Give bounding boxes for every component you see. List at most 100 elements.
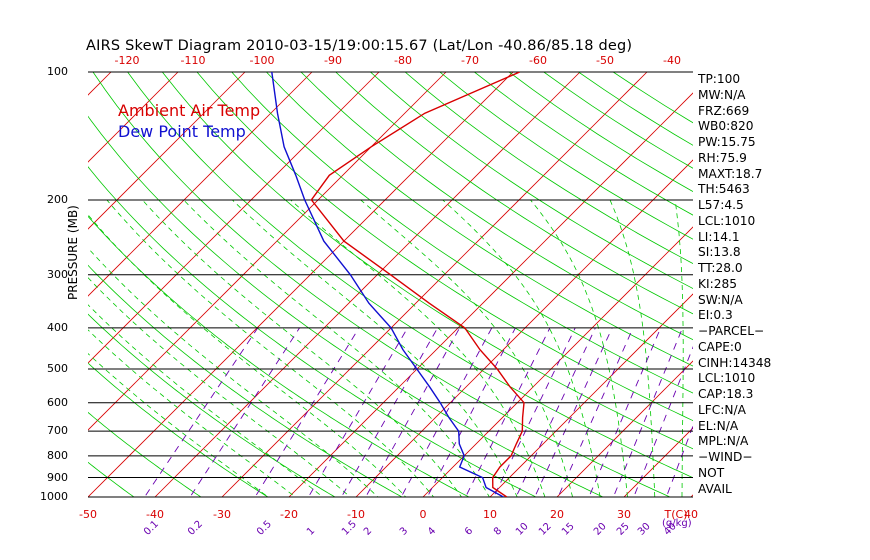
temp-unit-label: T(C) xyxy=(664,508,688,521)
bottom-temp-tick-label: 30 xyxy=(617,508,631,521)
stat-item: SW:N/A xyxy=(698,292,743,307)
pressure-tick-label: 600 xyxy=(47,395,68,409)
top-temp-tick-label: -40 xyxy=(663,54,681,67)
stat-item: PW:15.75 xyxy=(698,135,756,149)
bottom-temp-tick-label: -30 xyxy=(213,508,231,521)
stat-item: −WIND− xyxy=(698,450,753,464)
dry-adiabat xyxy=(266,72,693,367)
pressure-tick-label: 500 xyxy=(47,362,68,376)
mixing-ratio-line xyxy=(144,327,259,497)
mixing-ratio-line xyxy=(588,327,662,497)
stat-item: TH:5463 xyxy=(698,182,750,197)
bottom-temp-tick-label: -10 xyxy=(347,508,365,521)
pressure-tick-label: 700 xyxy=(47,424,68,438)
y-axis-label: PRESSURE (MB) xyxy=(66,205,80,300)
stat-item: CAP:18.3 xyxy=(698,387,754,401)
stat-item: MPL:N/A xyxy=(698,434,749,449)
mixing-ratio-line xyxy=(365,327,461,497)
moist-adiabat xyxy=(290,199,546,497)
mixing-ratio-line xyxy=(633,346,693,497)
stat-item: LFC:N/A xyxy=(698,402,746,417)
dew-point-line xyxy=(271,72,504,497)
bottom-temp-tick-label: -40 xyxy=(146,508,164,521)
stat-item: SI:13.8 xyxy=(698,245,741,260)
mixing-ratio-line xyxy=(340,327,438,497)
isobars xyxy=(88,71,693,498)
isotherm xyxy=(88,72,380,364)
isotherm xyxy=(88,72,179,163)
stat-item: EL:N/A xyxy=(698,418,739,433)
stat-item: TT:28.0 xyxy=(698,261,743,275)
moist-adiabat xyxy=(183,199,490,497)
pressure-tick-label: 800 xyxy=(47,448,68,462)
isotherm xyxy=(88,72,514,497)
top-temp-tick-label: -60 xyxy=(529,54,547,67)
bottom-temp-tick-label: -50 xyxy=(79,508,97,521)
stat-item: AVAIL xyxy=(698,481,732,496)
isotherm xyxy=(816,72,870,506)
dry-adiabat xyxy=(88,411,202,497)
top-temp-tick-label: -110 xyxy=(180,54,206,67)
moist-adiabat xyxy=(106,199,435,497)
moist-adiabat xyxy=(674,199,684,497)
mixing-ratio-line xyxy=(189,327,300,497)
dry-adiabat xyxy=(88,313,336,497)
moist-adiabat xyxy=(609,199,656,497)
bottom-temp-tick-label: 40 xyxy=(684,508,698,521)
dry-adiabat xyxy=(88,461,135,497)
mixing-ratio-line xyxy=(557,327,634,497)
isotherm xyxy=(88,72,447,431)
stat-item: MAXT:18.7 xyxy=(698,166,763,181)
dry-adiabat xyxy=(88,115,604,497)
pressure-tick-label: 100 xyxy=(47,65,68,78)
moist-adiabat xyxy=(88,277,351,497)
dry-adiabat xyxy=(404,72,693,265)
dry-adiabat xyxy=(161,72,693,450)
mixing-ratio-line xyxy=(612,327,683,497)
stat-item: MW:N/A xyxy=(698,87,746,102)
mixing-ratio-line xyxy=(515,327,596,497)
moist-adiabat xyxy=(88,214,407,497)
pressure-tick-label: 400 xyxy=(47,320,68,334)
isotherm xyxy=(623,427,693,497)
isotherm xyxy=(288,92,693,497)
isotherm xyxy=(88,72,112,96)
stat-item: FRZ:669 xyxy=(698,103,750,118)
dry-adiabat xyxy=(0,72,11,506)
stat-item: LCL:1010 xyxy=(698,213,756,228)
moist-adiabat xyxy=(142,199,462,497)
mixing-ratio-unit-label: (g/kg) xyxy=(662,518,692,529)
dry-adiabat xyxy=(88,264,403,497)
dry-adiabat xyxy=(127,72,693,479)
ambient-temp-line xyxy=(310,72,525,497)
moist-adiabat xyxy=(88,304,324,497)
dry-adiabat xyxy=(92,72,671,497)
moist-adiabat xyxy=(88,247,379,497)
bottom-temp-tick-label: -20 xyxy=(280,508,298,521)
top-temp-tick-label: -120 xyxy=(114,54,140,67)
stat-item: LI:14.1 xyxy=(698,229,740,244)
pressure-tick-label: 900 xyxy=(47,470,68,484)
moist-adiabat xyxy=(442,199,601,497)
dry-adiabat xyxy=(370,72,693,289)
top-temp-tick-label: -70 xyxy=(461,54,479,67)
dry-adiabat xyxy=(508,72,693,193)
profile-lines xyxy=(271,72,525,497)
top-temp-tick-label: -100 xyxy=(249,54,275,67)
dry-adiabat xyxy=(196,72,693,422)
top-temp-tick-label: -80 xyxy=(394,54,412,67)
pressure-tick-label: 300 xyxy=(47,267,68,281)
isotherm xyxy=(154,72,581,497)
isotherm xyxy=(88,72,313,297)
background-lines xyxy=(0,72,870,506)
top-temp-tick-label: -50 xyxy=(596,54,614,67)
mixing-ratio-line xyxy=(400,327,493,497)
mixing-ratio-line xyxy=(534,327,613,497)
stat-item: −PARCEL− xyxy=(698,324,765,338)
isotherm xyxy=(88,72,246,230)
pressure-tick-label: 200 xyxy=(47,192,68,206)
moist-adiabat xyxy=(232,199,518,497)
stat-item: CINH:14348 xyxy=(698,355,772,370)
mixing-ratio-line xyxy=(465,327,551,497)
